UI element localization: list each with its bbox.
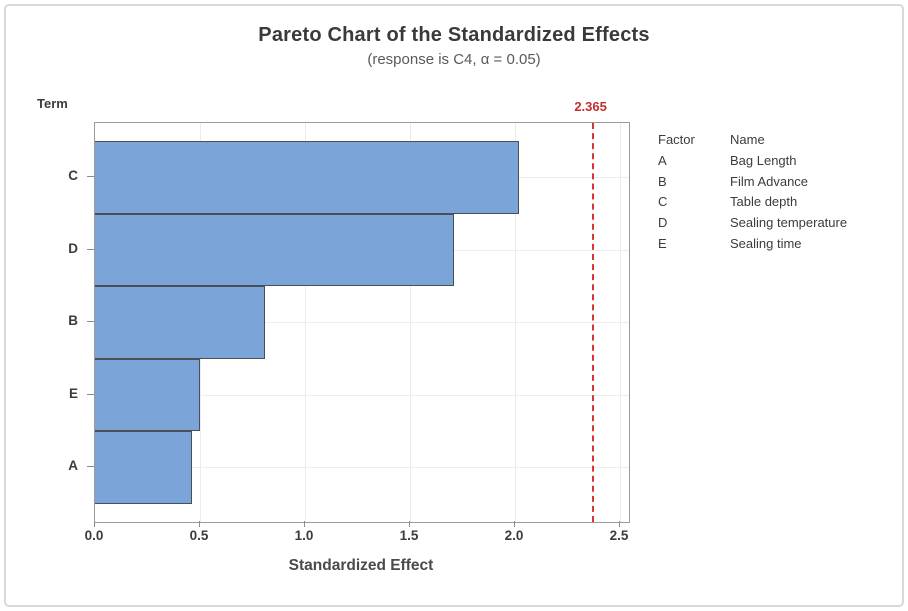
y-tick: [87, 248, 94, 250]
chart-subtitle: (response is C4, α = 0.05): [367, 51, 541, 68]
factor-legend: Factor Name A Bag Length B Film Advance C Tab…: [658, 130, 847, 255]
y-tick-label-E: E: [68, 385, 78, 401]
legend-header-name: Name: [730, 132, 765, 147]
y-tick-label-D: D: [68, 240, 78, 256]
x-tick-label: 1.0: [294, 528, 314, 543]
y-tick-label-C: C: [68, 168, 78, 184]
y-gridline: [95, 394, 629, 396]
x-tick-label: 0.0: [84, 528, 104, 543]
legend-factor-name: Sealing temperature: [730, 215, 848, 231]
plot-area: [94, 122, 630, 523]
y-gridline: [95, 322, 629, 324]
legend-row-A: A Bag Length: [658, 151, 847, 172]
y-axis-title: Term: [37, 96, 68, 111]
legend-header-row: Factor Name: [658, 130, 847, 151]
y-tick: [87, 393, 94, 395]
y-tick-label-A: A: [68, 458, 78, 474]
y-gridline: [95, 467, 629, 469]
y-tick-label-B: B: [68, 313, 78, 329]
legend-factor-code: D: [658, 215, 668, 231]
legend-factor-code: A: [658, 152, 667, 168]
x-tick: [198, 521, 200, 527]
y-tick: [87, 321, 94, 323]
x-tick: [618, 521, 620, 527]
x-tick: [94, 521, 95, 527]
x-tick: [408, 521, 410, 527]
legend-factor-code: C: [658, 194, 668, 210]
legend-factor-name: Table depth: [730, 194, 798, 210]
bar-term-A: [95, 431, 192, 504]
x-tick-label: 2.5: [609, 528, 629, 543]
legend-row-E: E Sealing time: [658, 234, 847, 255]
reference-line-label: 2.365: [574, 99, 607, 114]
y-tick: [87, 466, 94, 468]
chart-title: Pareto Chart of the Standardized Effects: [258, 24, 650, 46]
reference-line: [591, 123, 594, 522]
legend-factor-code: B: [658, 173, 667, 189]
x-tick: [303, 521, 305, 527]
legend-factor-name: Bag Length: [730, 152, 797, 168]
legend-factor-code: E: [658, 235, 667, 251]
legend-header-factor: Factor: [658, 132, 695, 147]
x-tick: [513, 521, 515, 527]
bar-term-C: [95, 141, 520, 214]
legend-row-D: D Sealing temperature: [658, 213, 847, 234]
x-tick-label: 2.0: [504, 528, 524, 543]
bar-term-D: [95, 213, 455, 286]
x-tick-label: 1.5: [399, 528, 419, 543]
y-tick: [87, 176, 94, 178]
x-axis-title: Standardized Effect: [288, 557, 434, 574]
bar-term-B: [95, 286, 266, 359]
legend-factor-name: Sealing time: [730, 235, 802, 251]
legend-row-B: B Film Advance: [658, 172, 847, 193]
legend-factor-name: Film Advance: [730, 173, 809, 189]
legend-row-C: C Table depth: [658, 192, 847, 213]
x-tick-label: 0.5: [189, 528, 209, 543]
bar-term-E: [95, 358, 200, 431]
